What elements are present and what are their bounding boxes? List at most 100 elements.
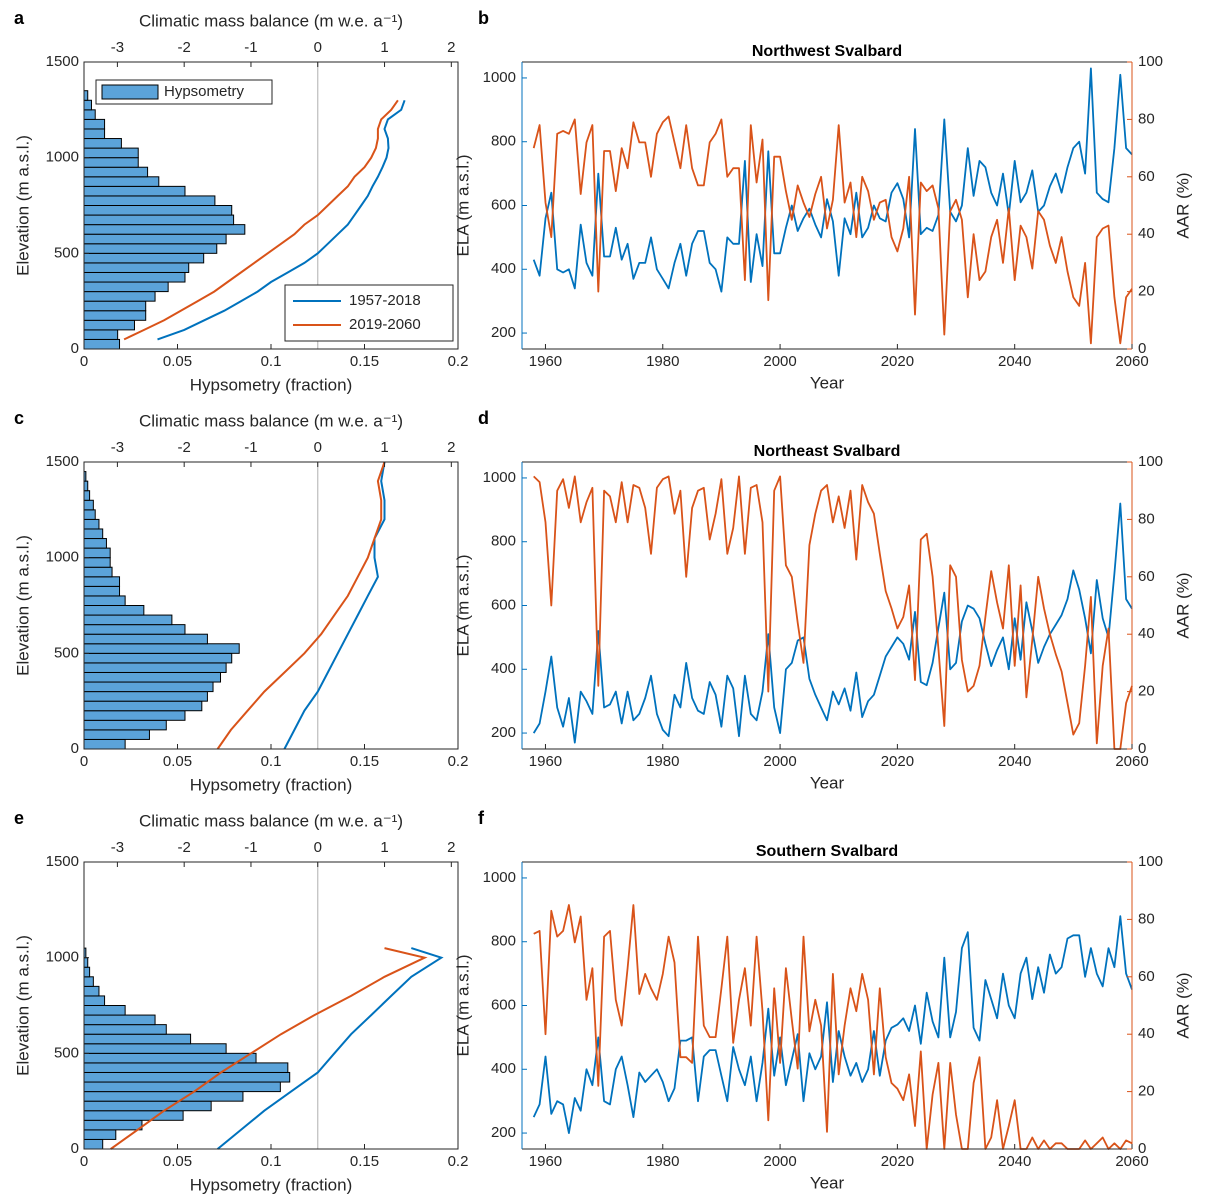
x2-tick-label: -1 [244,39,257,56]
hist-bar [83,205,233,216]
y-axis-label: ELA (m a.s.l.) [453,554,472,656]
x2-tick-label: -2 [178,439,191,456]
x-tick-label: 1960 [529,753,562,770]
y2-tick-label: 100 [1138,453,1163,470]
hist-bar [83,566,113,578]
x2-axis-label: Climatic mass balance (m w.e. a⁻¹) [139,411,403,430]
x-tick-label: 2000 [763,1153,796,1170]
hist-bar [83,243,218,254]
hist-bar [83,138,122,149]
x-tick-label: 0.05 [163,353,192,370]
x-axis-label: Hypsometry (fraction) [190,375,352,394]
y-tick-label: 1000 [46,949,79,966]
y2-tick-label: 80 [1138,110,1155,127]
y2-tick-label: 0 [1138,1140,1146,1157]
y-tick-label: 1500 [46,53,79,70]
y-tick-label: 800 [491,133,516,150]
hist-bar [83,490,91,501]
hist-bar [83,300,147,312]
hist-bar [83,738,126,750]
x2-axis-label: Climatic mass balance (m w.e. a⁻¹) [139,11,403,30]
hist-bar [83,518,100,530]
hist-bar [83,652,233,664]
hist-bar [83,976,94,987]
y2-tick-label: 40 [1138,1025,1155,1042]
chart-title: Northwest Svalbard [752,43,902,60]
x2-tick-label: -2 [178,839,191,856]
y-tick-label: 200 [491,1124,516,1141]
y2-tick-label: 80 [1138,510,1155,527]
x-tick-label: 1980 [646,1153,679,1170]
x-tick-label: 0.1 [261,1153,282,1170]
x-axis-label: Hypsometry (fraction) [190,1175,352,1194]
hist-bar [83,691,208,702]
y-tick-label: 0 [71,1140,79,1157]
hist-bar [83,1081,281,1093]
y2-tick-label: 40 [1138,225,1155,242]
y2-tick-label: 40 [1138,625,1155,642]
x-axis-label: Hypsometry (fraction) [190,775,352,794]
profile-line [123,99,399,341]
hist-bar [83,338,121,350]
hist-bar [83,252,205,264]
hist-bar [83,291,156,302]
x2-tick-label: 2 [447,839,455,856]
x-tick-label: 0 [80,353,88,370]
x-tick-label: 2040 [998,1153,1031,1170]
y2-tick-label: 20 [1138,1083,1155,1100]
y-tick-label: 400 [491,260,516,277]
x-axis-label: Year [810,1173,845,1192]
hist-bar [83,1110,184,1121]
hist-bar [83,966,91,978]
y2-tick-label: 0 [1138,740,1146,757]
y-tick-label: 500 [54,244,79,261]
hist-bar [83,281,169,293]
y-tick-label: 400 [491,660,516,677]
hist-bar [83,128,106,140]
x-tick-label: 0.1 [261,753,282,770]
x2-tick-label: -3 [111,839,124,856]
hist-bar [83,547,111,559]
x-tick-label: 2020 [881,753,914,770]
profile-line [110,947,428,1150]
hist-bar [83,499,94,511]
x2-tick-label: 1 [380,439,388,456]
legend-box [95,79,273,105]
panel-label: d [478,408,489,428]
y2-tick-label: 100 [1138,53,1163,70]
y-axis-label: Elevation (m a.s.l.) [13,535,32,676]
x-tick-label: 0.15 [350,1153,379,1170]
y-tick-label: 200 [491,324,516,341]
hist-bar [83,176,160,187]
panel-label: c [14,408,24,428]
y-tick-label: 1000 [483,469,516,486]
y-tick-label: 1000 [483,869,516,886]
hist-bar [83,710,186,721]
x-tick-label: 2060 [1115,753,1148,770]
y2-tick-label: 80 [1138,910,1155,927]
x2-tick-label: 1 [380,839,388,856]
hist-bar [83,1043,227,1054]
hist-bar [83,90,89,101]
y2-tick-label: 60 [1138,968,1155,985]
panel-label: f [478,808,485,828]
y2-axis-label: AAR (%) [1173,172,1192,238]
x-tick-label: 0.05 [163,753,192,770]
hist-bar [83,233,227,245]
hist-bar [83,633,208,645]
y-axis-label: ELA (m a.s.l.) [453,954,472,1056]
hist-bar [83,1033,192,1045]
hist-bar [83,1119,143,1131]
hist-bar [83,480,89,492]
y-tick-label: 400 [491,1060,516,1077]
x-axis-label: Year [810,773,845,792]
hist-bar [83,214,235,226]
y2-tick-label: 20 [1138,683,1155,700]
y2-tick-label: 100 [1138,853,1163,870]
x-tick-label: 0.05 [163,1153,192,1170]
hist-bar [83,99,92,111]
panel-label: b [478,8,489,28]
hist-bar [83,585,121,597]
hist-bar [83,118,106,130]
y-tick-label: 500 [54,1044,79,1061]
